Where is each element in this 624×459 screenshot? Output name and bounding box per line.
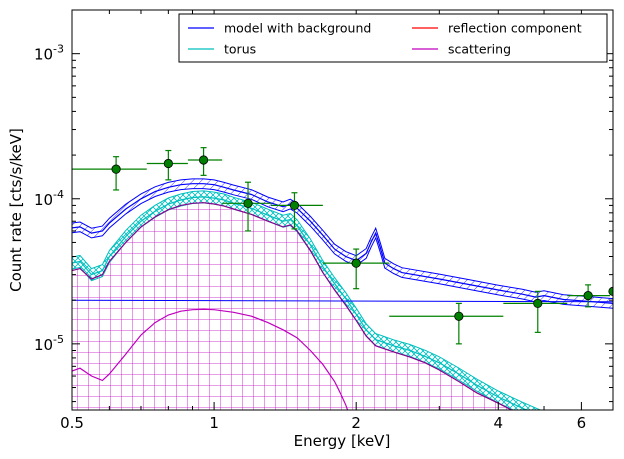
- legend: model with background reflection componen…: [178, 13, 608, 63]
- data-marker: [243, 198, 253, 208]
- reflection-hatch-area: [72, 202, 544, 410]
- background-line: [72, 299, 613, 303]
- data-marker: [351, 258, 361, 268]
- data-point: [146, 149, 188, 181]
- series-line-reflection-component: [72, 202, 513, 410]
- data-point: [322, 248, 390, 290]
- legend-entry: model with background: [188, 21, 371, 36]
- data-marker: [289, 200, 300, 211]
- x-axis-label: Energy [keV]: [294, 432, 391, 450]
- legend-entry: torus: [188, 42, 256, 57]
- data-point: [389, 302, 504, 345]
- legend-box: [178, 13, 608, 63]
- x-tick-label: 6: [577, 414, 587, 432]
- x-tick-label: 2: [351, 414, 361, 432]
- y-tick-label: 10-4: [34, 188, 64, 209]
- y-tick-label: 10-5: [34, 333, 64, 354]
- data-marker: [583, 291, 593, 301]
- data-marker: [111, 164, 121, 174]
- data-point: [187, 147, 223, 176]
- y-tick-label: 10-3: [34, 43, 64, 64]
- y-axis-label: Count rate [cts/s/keV]: [7, 128, 25, 292]
- ticks-layer: 0.5 1 2 4 6 10-5 10-4 10-3: [34, 9, 614, 432]
- data-marker: [533, 298, 543, 309]
- legend-label: scattering: [448, 42, 511, 57]
- plot-frame: [71, 9, 614, 411]
- legend-label: torus: [224, 42, 256, 57]
- series-line-scattering: [72, 308, 349, 410]
- data-point: [271, 192, 323, 230]
- model-band: [72, 178, 613, 309]
- series-line-torus: [72, 196, 529, 410]
- x-tick-label: 1: [209, 414, 219, 432]
- series-line-model-with-background: [72, 183, 613, 304]
- data-point: [567, 284, 611, 308]
- data-marker: [198, 155, 209, 165]
- x-tick-label: 0.5: [60, 414, 84, 432]
- data-marker: [163, 158, 173, 169]
- legend-entry: scattering: [412, 42, 511, 57]
- legend-label: model with background: [224, 21, 371, 36]
- data-marker: [454, 311, 464, 321]
- data-point: [222, 181, 272, 232]
- data-point: [503, 290, 568, 333]
- legend-entry: reflection component: [412, 21, 582, 36]
- legend-label: reflection component: [448, 21, 582, 36]
- data-point: [72, 156, 147, 191]
- series-layer: [72, 147, 613, 410]
- x-tick-label: 4: [494, 414, 504, 432]
